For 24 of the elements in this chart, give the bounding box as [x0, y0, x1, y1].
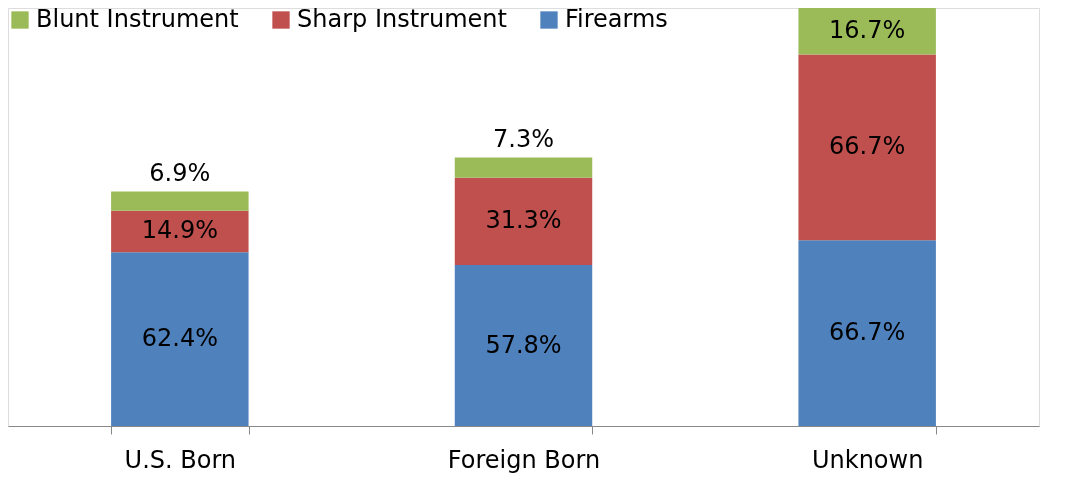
data-label: 57.8% [485, 330, 562, 359]
bar [798, 54, 936, 241]
x-tick-label: Unknown [811, 445, 924, 474]
data-label: 14.9% [141, 216, 218, 245]
data-label: 66.7% [829, 132, 906, 161]
bar [111, 252, 249, 426]
legend-label: Sharp Instrument [297, 5, 507, 33]
data-label: 6.9% [149, 158, 211, 187]
bar [798, 8, 936, 55]
x-tick-label: Foreign Born [447, 445, 601, 474]
bar [798, 240, 936, 426]
bar [454, 265, 593, 426]
bar [111, 191, 249, 211]
bar [111, 210, 249, 253]
data-label: 16.7% [829, 16, 906, 45]
data-label: 62.4% [141, 324, 218, 353]
bar [454, 177, 593, 266]
legend-label: Blunt Instrument [36, 5, 239, 33]
data-label: 7.3% [493, 124, 554, 153]
bar [454, 157, 593, 178]
data-label: 31.3% [485, 206, 562, 235]
legend-label: Firearms [565, 5, 668, 33]
x-tick-label: U.S. Born [124, 445, 237, 474]
data-label: 66.7% [829, 318, 906, 347]
